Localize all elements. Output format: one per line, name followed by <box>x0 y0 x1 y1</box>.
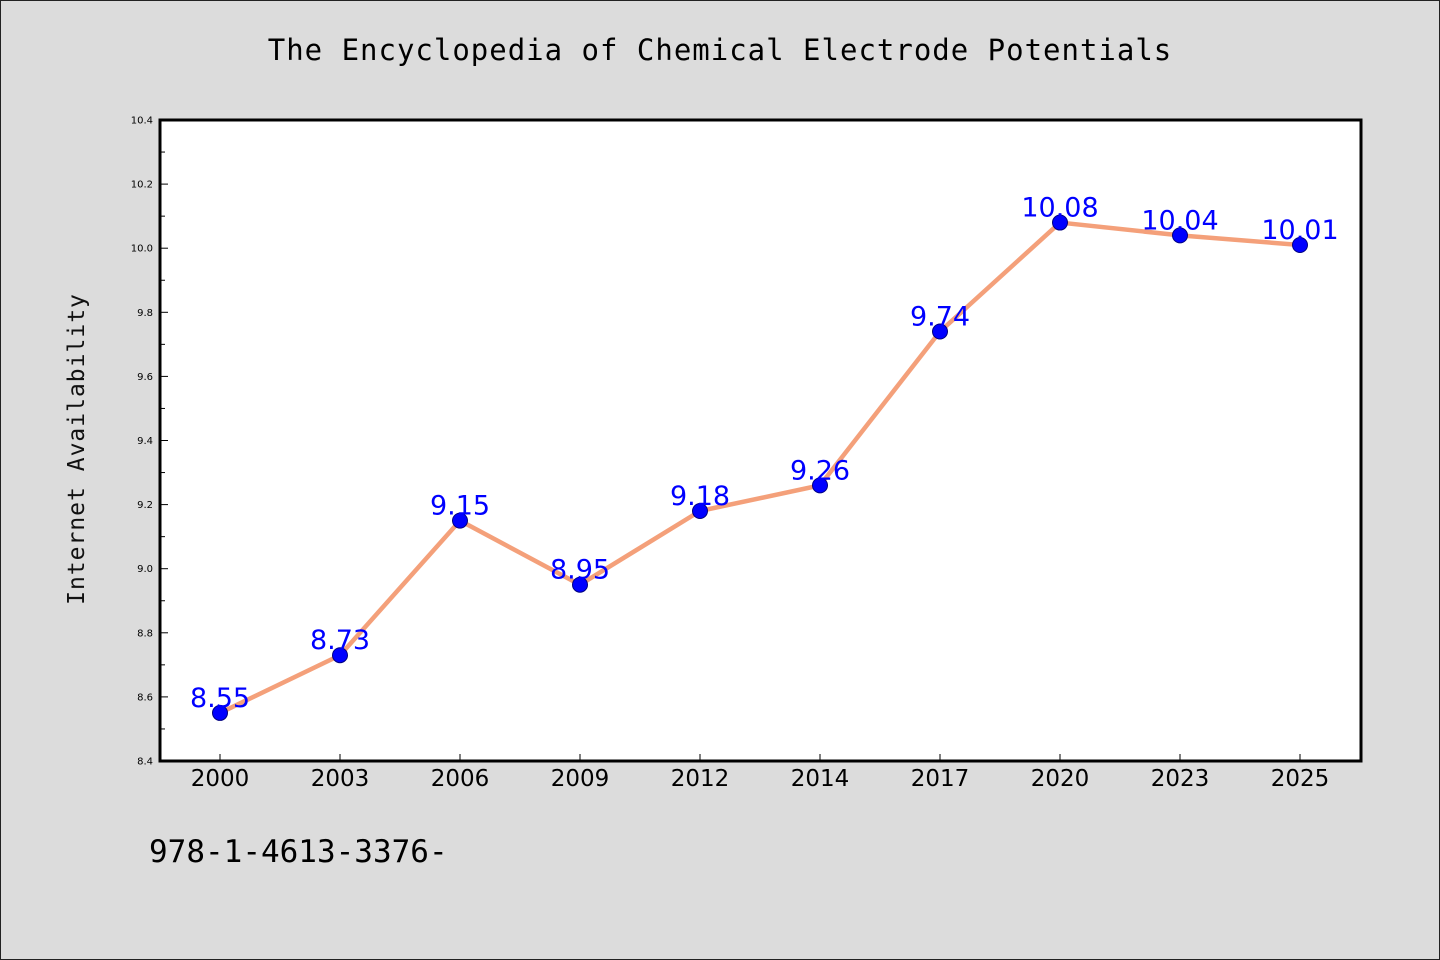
data-label: 9.15 <box>430 491 490 522</box>
x-tick-label: 2014 <box>791 766 850 792</box>
x-axis-ticks: 2000 2003 2006 2009 2012 2014 2017 2020 2023 2025 <box>191 754 1330 792</box>
footer-isbn: 978-1-4613-3376- <box>149 834 448 870</box>
data-label: 9.26 <box>790 455 850 486</box>
data-label: 9.18 <box>670 481 730 512</box>
y-tick-label: 9.8 <box>137 308 153 319</box>
data-label: 10.08 <box>1021 193 1098 224</box>
plot-area <box>158 118 1363 763</box>
y-tick-label: 8.8 <box>137 628 153 639</box>
chart-title: The Encyclopedia of Chemical Electrode P… <box>267 33 1173 67</box>
data-labels-group: 8.55 8.73 9.15 8.95 9.18 9.26 9.74 10.08 10.04 10… <box>190 193 1339 714</box>
data-point <box>452 512 468 529</box>
x-tick-label: 2023 <box>1151 766 1210 792</box>
data-label: 8.73 <box>310 625 370 656</box>
data-point <box>332 647 348 664</box>
x-tick-label: 2020 <box>1031 766 1090 792</box>
data-point <box>1292 236 1308 253</box>
data-label: 9.74 <box>910 302 970 333</box>
y-tick-label: 10.2 <box>131 180 153 191</box>
data-point <box>1052 214 1068 231</box>
x-tick-label: 2000 <box>191 766 250 792</box>
data-point <box>812 477 828 494</box>
y-axis-ticks: 8.4 8.6 8.8 9.0 9.2 9.4 9.6 9.8 10.0 10.2 10.4 <box>131 116 168 768</box>
data-label: 10.04 <box>1141 205 1218 236</box>
x-tick-label: 2009 <box>551 766 610 792</box>
data-point <box>932 323 948 340</box>
y-tick-label: 9.2 <box>137 500 153 511</box>
y-tick-label: 10.0 <box>131 244 153 255</box>
series-line-group <box>217 220 1303 716</box>
y-tick-label: 8.4 <box>137 757 153 768</box>
data-label: 8.55 <box>190 683 250 714</box>
y-tick-label: 9.6 <box>137 372 153 383</box>
y-tick-label: 9.4 <box>137 436 153 447</box>
y-tick-label: 9.0 <box>137 564 153 575</box>
data-point <box>692 503 708 520</box>
x-tick-label: 2006 <box>431 766 490 792</box>
x-tick-label: 2017 <box>911 766 970 792</box>
data-label: 10.01 <box>1261 215 1338 246</box>
y-tick-label: 8.6 <box>137 692 153 703</box>
series-points-group <box>212 214 1308 721</box>
y-tick-label: 10.4 <box>131 116 153 127</box>
data-point <box>1172 227 1188 244</box>
data-label: 8.95 <box>550 555 610 586</box>
x-tick-label: 2025 <box>1271 766 1330 792</box>
x-tick-label: 2003 <box>311 766 370 792</box>
series-line <box>217 220 1303 716</box>
data-point <box>212 704 228 721</box>
x-tick-label: 2012 <box>671 766 730 792</box>
data-point <box>572 576 588 593</box>
